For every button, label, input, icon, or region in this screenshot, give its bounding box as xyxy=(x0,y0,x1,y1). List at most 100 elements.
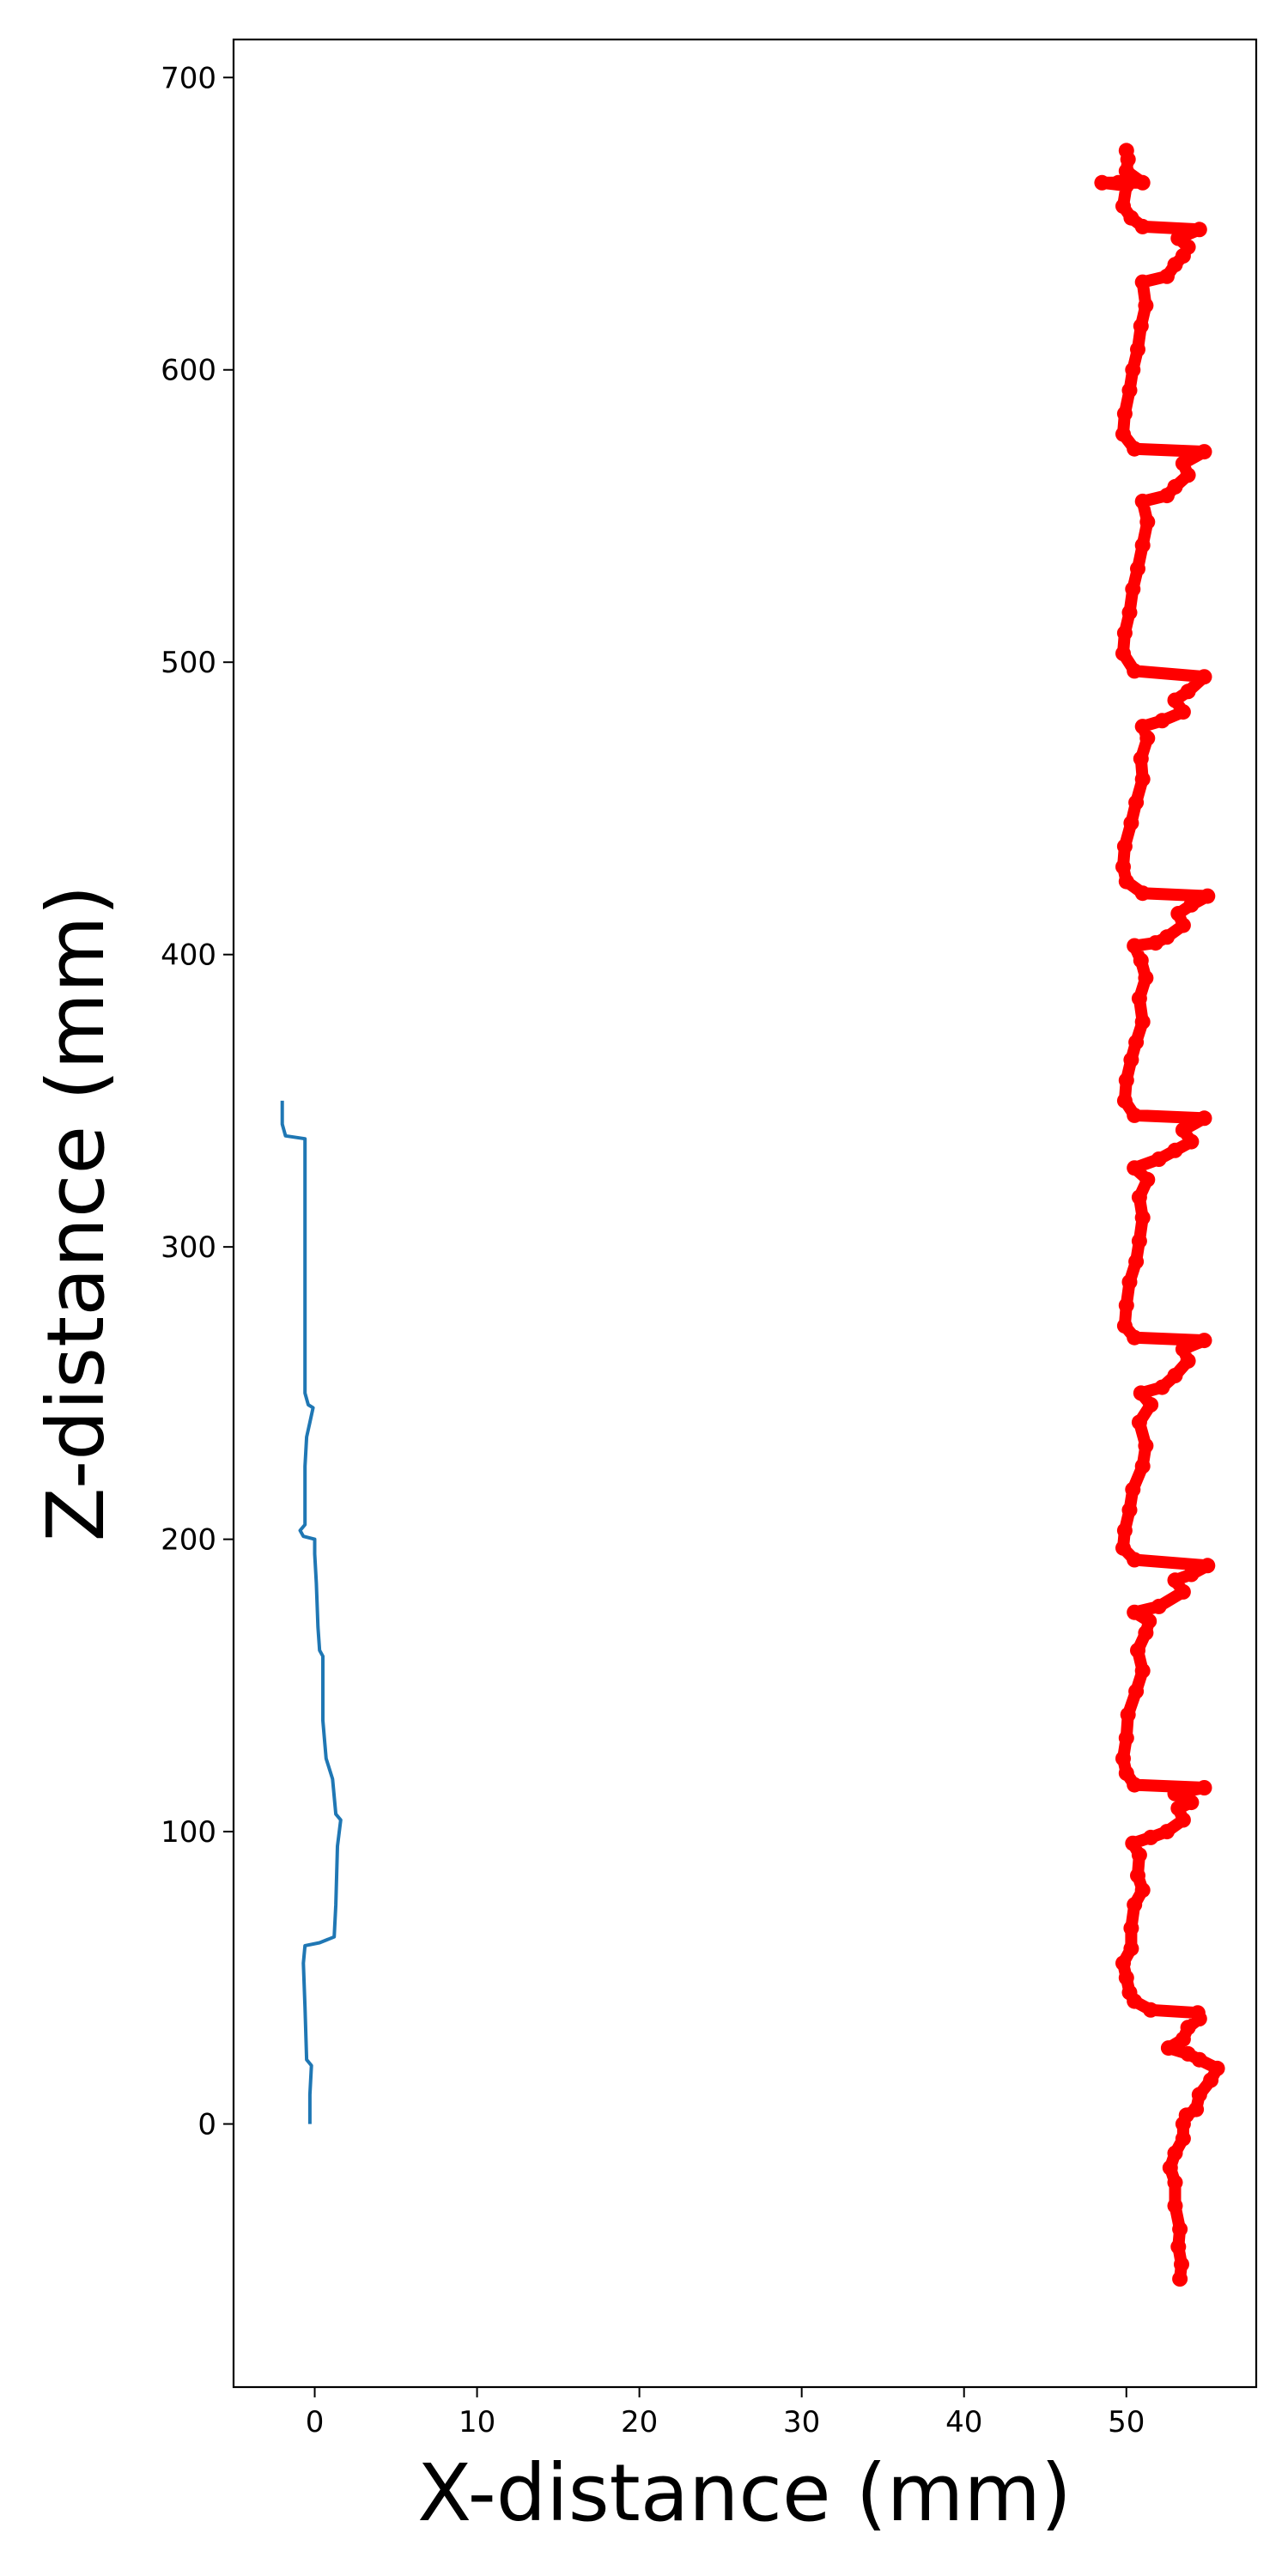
data-point xyxy=(1134,1210,1151,1226)
data-point xyxy=(1175,1341,1191,1358)
data-point xyxy=(1115,198,1131,215)
data-point xyxy=(1170,2239,1187,2255)
data-point xyxy=(1123,1920,1139,1936)
data-point xyxy=(1180,2020,1196,2036)
data-point xyxy=(1188,2101,1205,2117)
data-point xyxy=(1134,1662,1151,1679)
data-point xyxy=(1130,1868,1145,1884)
data-point xyxy=(1172,2271,1188,2287)
data-point xyxy=(1138,297,1154,313)
data-point xyxy=(1139,730,1156,746)
data-point xyxy=(1167,2197,1183,2214)
data-point xyxy=(1138,1625,1154,1641)
data-point xyxy=(1159,929,1175,945)
data-point xyxy=(1175,1812,1191,1828)
y-tick-label: 500 xyxy=(161,646,216,680)
x-tick-label: 30 xyxy=(783,2405,820,2439)
data-point xyxy=(1175,2031,1191,2047)
data-point xyxy=(1200,1558,1216,1574)
data-point xyxy=(1127,1329,1143,1346)
data-point xyxy=(1116,838,1133,854)
data-point xyxy=(1118,163,1134,179)
data-point xyxy=(1127,1777,1143,1793)
data-point xyxy=(1167,1142,1183,1158)
data-point xyxy=(1180,1352,1196,1369)
data-point xyxy=(1121,1274,1138,1290)
data-point xyxy=(1139,1171,1156,1188)
data-point xyxy=(1115,1751,1131,1766)
y-tick-label: 200 xyxy=(161,1523,216,1558)
data-point xyxy=(1200,888,1216,904)
data-point xyxy=(1130,341,1145,357)
data-point xyxy=(1196,1110,1212,1127)
data-point xyxy=(1116,1092,1133,1109)
data-point xyxy=(1191,2087,1207,2103)
data-point xyxy=(1134,493,1151,509)
data-point xyxy=(1139,513,1156,530)
data-point xyxy=(1116,1522,1133,1539)
data-point xyxy=(1167,478,1183,495)
data-point xyxy=(1131,1847,1147,1863)
data-point xyxy=(1167,1368,1183,1383)
data-point xyxy=(1128,1254,1145,1270)
x-tick-label: 20 xyxy=(621,2405,658,2439)
data-point xyxy=(1125,361,1141,378)
data-point xyxy=(1167,692,1183,708)
x-axis-label: X-distance (mm) xyxy=(417,2447,1072,2539)
y-tick-label: 0 xyxy=(197,2108,216,2142)
data-point xyxy=(1134,1458,1151,1474)
data-point xyxy=(1128,794,1145,811)
data-point xyxy=(1134,218,1151,234)
data-point xyxy=(1127,440,1143,457)
data-point xyxy=(1127,938,1143,954)
data-point xyxy=(1125,1481,1141,1498)
data-point xyxy=(1191,222,1207,238)
data-point xyxy=(1175,1583,1191,1600)
data-point xyxy=(1134,1882,1151,1899)
data-point xyxy=(1127,1160,1143,1176)
data-point xyxy=(1121,605,1138,621)
data-point xyxy=(1151,1151,1167,1167)
data-point xyxy=(1123,1941,1139,1957)
data-point xyxy=(1125,581,1141,598)
data-point xyxy=(1118,1730,1134,1747)
data-point xyxy=(1115,646,1131,661)
data-point xyxy=(1175,704,1191,720)
data-point xyxy=(1131,990,1147,1006)
x-tick-label: 40 xyxy=(945,2405,982,2439)
x-tick-label: 0 xyxy=(306,2405,325,2439)
data-point xyxy=(1130,561,1145,577)
data-point xyxy=(1183,896,1200,913)
series-2 xyxy=(1094,143,1225,2287)
data-point xyxy=(1143,1829,1159,1845)
data-point xyxy=(1134,174,1151,191)
data-point xyxy=(1131,1189,1147,1206)
data-point xyxy=(1134,719,1151,735)
y-tick-label: 100 xyxy=(161,1815,216,1850)
data-point xyxy=(1116,625,1133,641)
series-1 xyxy=(280,1100,343,2124)
data-point xyxy=(1160,2040,1176,2057)
data-point xyxy=(1170,906,1187,921)
data-point xyxy=(1180,683,1196,700)
data-point xyxy=(1151,1598,1167,1614)
data-point xyxy=(1180,467,1196,483)
data-point xyxy=(1128,1034,1145,1050)
data-point xyxy=(1115,1955,1131,1971)
data-point xyxy=(1143,1397,1159,1413)
plot-frame xyxy=(232,38,1258,2389)
data-point xyxy=(1118,1297,1134,1314)
data-point xyxy=(1115,859,1131,875)
data-point xyxy=(1116,405,1133,422)
x-axis: 0 10 20 30 40 50 xyxy=(306,2387,1145,2439)
y-tick-label: 700 xyxy=(161,61,216,95)
y-tick-label: 600 xyxy=(161,354,216,388)
data-point xyxy=(1196,444,1212,460)
y-tick-label: 400 xyxy=(161,939,216,973)
data-point xyxy=(1154,713,1170,729)
data-point xyxy=(1170,230,1187,246)
data-point xyxy=(1175,917,1191,933)
data-point xyxy=(1133,318,1149,334)
data-point xyxy=(1167,1572,1183,1589)
